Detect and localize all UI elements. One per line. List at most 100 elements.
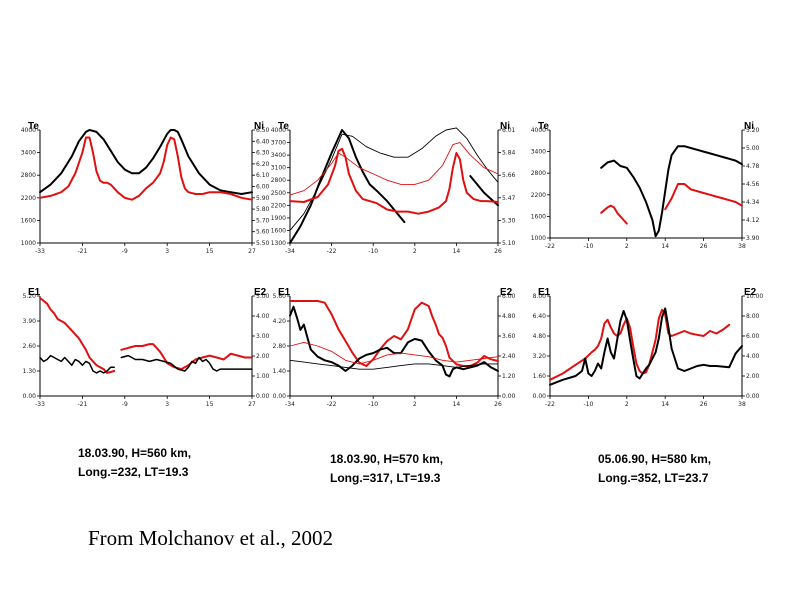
p5-series-line-4 (289, 341, 499, 365)
p3-x-tick-label: -22 (545, 243, 555, 250)
p4-y2-tick-label: 0.00 (256, 393, 270, 400)
p2-y-tick-label: 2800 (271, 177, 286, 184)
p3-y-tick-label: 1600 (531, 213, 546, 220)
p1-x-tick-label: 27 (248, 248, 256, 255)
p4-y2-tick-label: 2.00 (256, 353, 270, 360)
p4-series-line-4 (120, 354, 253, 372)
p6-x-tick-label: 2 (625, 401, 629, 408)
p3-y-tick-label: 4000 (531, 127, 546, 134)
p5-right-axis-label: E2 (500, 287, 513, 298)
p3-y2-tick-label: 4.56 (746, 181, 760, 188)
p3-y-tick-label: 2200 (531, 192, 546, 199)
caption-3-line2: Long.=352, LT=23.7 (598, 471, 709, 485)
p5-y2-tick-label: 2.40 (502, 353, 516, 360)
p5-y2-tick-label: 6.00 (502, 293, 516, 300)
p4-x-tick-label: -33 (35, 401, 45, 408)
p4-left-axis-label: E1 (28, 287, 41, 298)
p5-y-tick-label: 2.80 (273, 343, 287, 350)
p1-x-tick-label: -9 (122, 248, 128, 255)
p2-y2-tick-label: 5.66 (502, 172, 516, 179)
p5-x-tick-label: -10 (368, 401, 378, 408)
p6-y2-tick-label: 0.00 (746, 393, 760, 400)
p6-y2-tick-label: 8.00 (746, 313, 760, 320)
p6-series-line-1 (549, 308, 731, 381)
p6-y2-tick-label: 4.00 (746, 353, 760, 360)
p3-y2-tick-label: 3.90 (746, 235, 760, 242)
p4-x-tick-label: 3 (165, 401, 169, 408)
p2-series-line-3 (289, 127, 499, 231)
p6-y2-tick-label: 6.00 (746, 333, 760, 340)
caption-1-line1: 18.03.90, H=560 km, (78, 446, 192, 460)
p2-y-tick-label: 3400 (271, 152, 286, 159)
p3-right-axis-label: Ni (744, 121, 754, 132)
p1-y-tick-label: 1000 (21, 240, 36, 247)
caption-3: 05.06.90, H=580 km, Long.=352, LT=23.7 (598, 450, 711, 488)
p6-left-axis-label: E1 (538, 287, 551, 298)
p5-x-tick-label: -34 (285, 401, 295, 408)
p3-y2-tick-label: 4.78 (746, 163, 760, 170)
p3-y2-tick-label: 4.12 (746, 217, 760, 224)
p2-x-tick-label: -10 (368, 248, 378, 255)
p4-x-tick-label: -21 (77, 401, 87, 408)
p2-y2-tick-label: 5.30 (502, 217, 516, 224)
p2-y-tick-label: 1900 (271, 215, 286, 222)
p2-y2-tick-label: 5.10 (502, 240, 516, 247)
p6-y2-tick-label: 10.00 (746, 293, 763, 300)
p4-y-tick-label: 2.60 (23, 343, 37, 350)
caption-2-line1: 18.03.90, H=570 km, (330, 452, 444, 466)
p4-y-tick-label: 5.20 (23, 293, 37, 300)
caption-2-line2: Long.=317, LT=19.3 (330, 471, 441, 485)
p2-series-line-1 (289, 129, 406, 244)
p2-x-tick-label: 2 (413, 248, 417, 255)
p1-y-tick-label: 4000 (21, 127, 36, 134)
p3-y2-tick-label: 5.00 (746, 145, 760, 152)
p4-x-tick-label: -9 (122, 401, 128, 408)
caption-1-line2: Long.=232, LT=19.3 (78, 465, 189, 479)
p2-left-axis-label: Te (278, 121, 289, 132)
p4-series-line-3 (39, 354, 115, 374)
panel-p4: -33 -21 -9 3 15 270.001.302.603.905.200.001.0… (23, 287, 270, 408)
p3-y-tick-label: 2800 (531, 170, 546, 177)
caption-3-line1: 05.06.90, H=580 km, (598, 452, 712, 466)
p3-series-line-2 (600, 204, 628, 225)
p1-x-tick-label: 3 (165, 248, 169, 255)
p3-left-axis-label: Te (538, 121, 549, 132)
p1-y2-tick-label: 6.20 (256, 161, 270, 168)
p1-right-axis-label: Ni (254, 121, 264, 132)
panel-p1: -33 -21 -9 3 15 27 1000 1600 2200 2800 3400 4000 5.5… (21, 121, 270, 255)
p4-y2-tick-label: 1.00 (256, 373, 270, 380)
p5-series-line-3 (289, 359, 499, 370)
p1-series-line-1 (39, 129, 253, 195)
p1-left-axis-label: Te (28, 121, 39, 132)
p2-x-tick-label: 26 (494, 248, 502, 255)
p6-y-tick-label: 3.20 (533, 353, 547, 360)
p5-y2-tick-label: 3.60 (502, 333, 516, 340)
p4-y2-tick-label: 4.00 (256, 313, 270, 320)
p6-x-tick-label: 14 (661, 401, 669, 408)
p1-y-tick-label: 2800 (21, 172, 36, 179)
p5-left-axis-label: E1 (278, 287, 291, 298)
p2-y-tick-label: 4000 (271, 127, 286, 134)
p3-x-tick-label: 26 (700, 243, 708, 250)
p2-series-line-5 (289, 142, 499, 196)
p1-y2-tick-label: 5.60 (256, 229, 270, 236)
p5-y2-tick-label: 4.80 (502, 313, 516, 320)
p2-y-tick-label: 1600 (271, 227, 286, 234)
p5-x-tick-label: 2 (413, 401, 417, 408)
p2-y2-tick-label: 5.84 (502, 150, 516, 157)
p4-right-axis-label: E2 (254, 287, 267, 298)
panel-p5: -34 -22 -10 2 14 260.001.402.804.205.600.001.… (273, 287, 516, 408)
p1-y2-tick-label: 5.80 (256, 206, 270, 213)
p6-x-tick-label: -22 (545, 401, 555, 408)
p3-x-tick-label: 14 (661, 243, 669, 250)
p1-y-tick-label: 2200 (21, 195, 36, 202)
panel-p6: -22 -10 2 14 26 380.001.603.204.806.408.000.0… (533, 287, 764, 408)
p5-y-tick-label: 1.40 (273, 368, 287, 375)
p4-series-line-2 (120, 343, 253, 371)
p6-series-line-2 (549, 307, 743, 386)
p3-x-tick-label: 38 (738, 243, 746, 250)
p2-y-tick-label: 2200 (271, 202, 286, 209)
p1-y2-tick-label: 5.90 (256, 195, 270, 202)
